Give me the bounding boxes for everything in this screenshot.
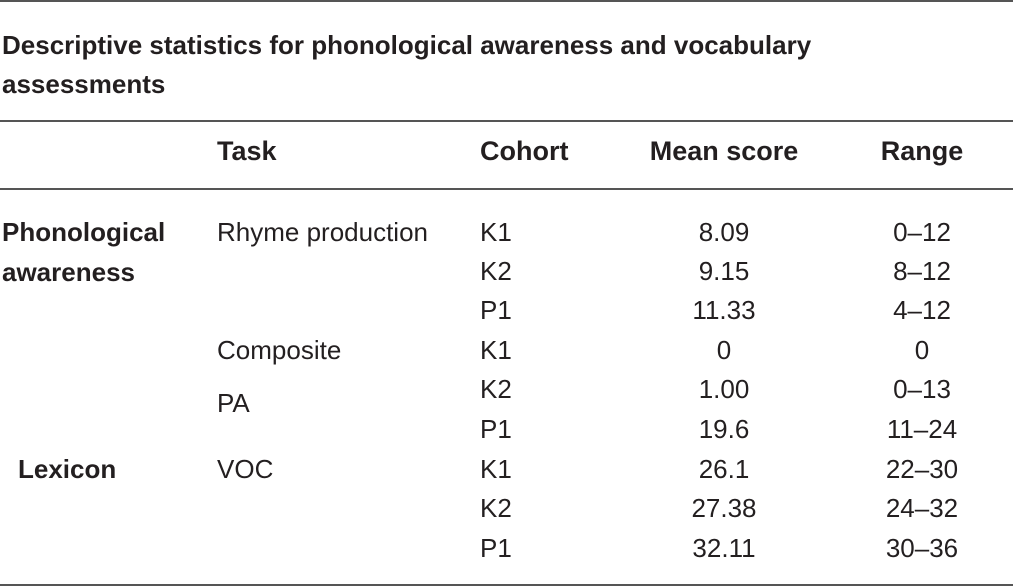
group-label-phonological-awareness-line1: Phonological [2, 217, 166, 247]
task-composite-pa-line2: PA [217, 388, 250, 418]
mean-score-cell: 8.09 [698, 217, 750, 247]
task-composite-pa-line1: Composite [217, 335, 342, 365]
cohort-cell: K2 [480, 493, 512, 523]
range-cell: 22–30 [885, 454, 959, 484]
mean-score-cell: 27.38 [691, 493, 757, 523]
range-cell: 0–12 [893, 217, 951, 247]
caption-rule [0, 120, 1013, 122]
header-task: Task [217, 136, 277, 166]
mean-score-cell: 19.6 [698, 414, 750, 444]
top-rule [0, 0, 1013, 2]
cohort-cell: P1 [480, 533, 512, 563]
mean-score-cell: 1.00 [698, 374, 750, 404]
header-range: Range [880, 136, 964, 166]
task-voc: VOC [217, 454, 274, 484]
header-cohort: Cohort [480, 136, 569, 166]
cohort-cell: K1 [480, 217, 512, 247]
cohort-cell: P1 [480, 414, 512, 444]
cohort-cell: K1 [480, 335, 512, 365]
range-cell: 4–12 [893, 295, 951, 325]
mean-score-cell: 32.11 [692, 533, 756, 563]
task-rhyme-production: Rhyme production [217, 217, 428, 247]
mean-score-cell: 9.15 [698, 256, 750, 286]
range-cell: 11–24 [886, 414, 958, 444]
range-cell: 30–36 [885, 533, 959, 563]
cohort-cell: K2 [480, 256, 512, 286]
cohort-cell: K2 [480, 374, 512, 404]
header-mean-score: Mean score [649, 136, 799, 166]
group-label-phonological-awareness-line2: awareness [2, 257, 135, 287]
mean-score-cell: 11.33 [692, 295, 756, 325]
table-caption: Descriptive statistics for phonological … [2, 30, 812, 99]
mean-score-cell: 0 [716, 335, 732, 365]
range-cell: 8–12 [893, 256, 951, 286]
bottom-rule [0, 584, 1013, 586]
cohort-cell: P1 [480, 295, 512, 325]
range-cell: 0 [914, 335, 930, 365]
cohort-cell: K1 [480, 454, 512, 484]
header-rule [0, 188, 1013, 190]
range-cell: 0–13 [893, 374, 951, 404]
range-cell: 24–32 [885, 493, 959, 523]
mean-score-cell: 26.1 [698, 454, 750, 484]
group-label-lexicon: Lexicon [18, 454, 117, 484]
